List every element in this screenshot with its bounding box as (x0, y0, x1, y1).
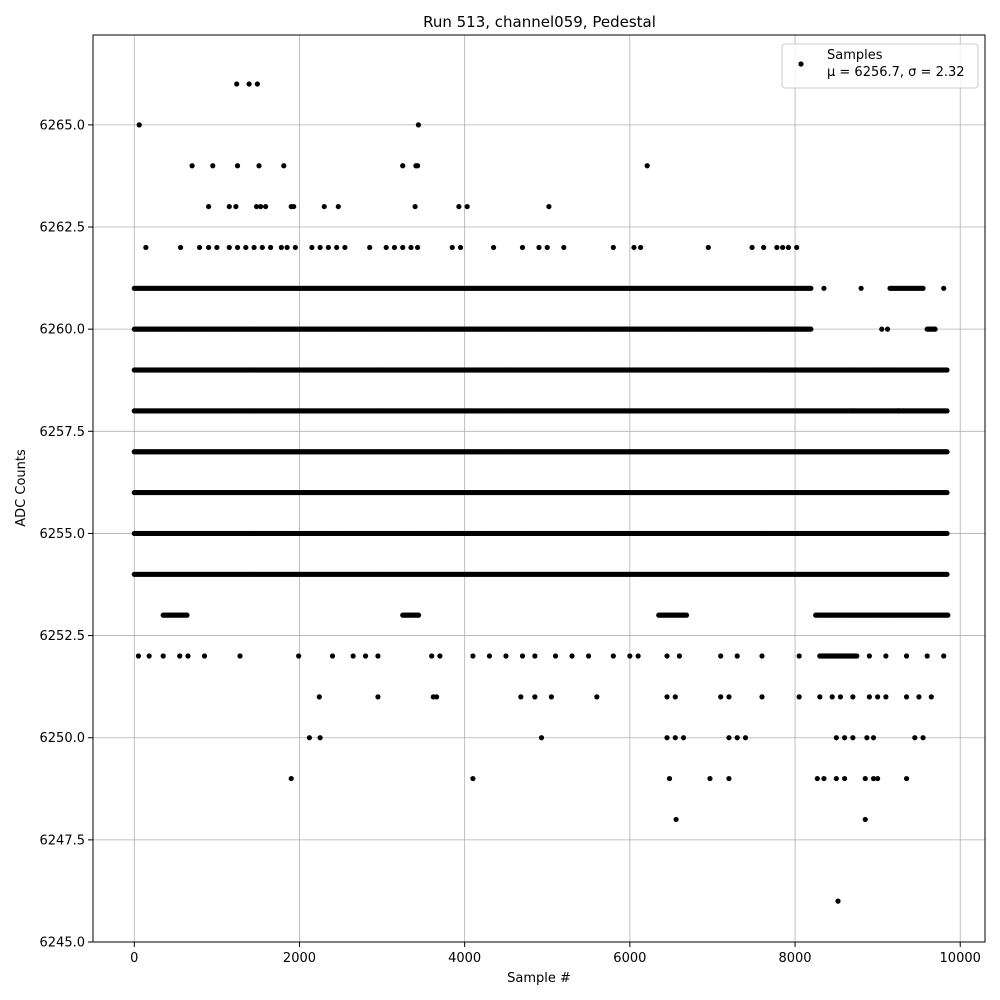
data-point (226, 244, 232, 251)
data-point (246, 81, 252, 87)
data-point (143, 244, 149, 251)
data-point (415, 122, 422, 128)
data-point (683, 612, 690, 618)
data-point (291, 203, 297, 210)
data-point (267, 244, 274, 251)
data-point (184, 612, 190, 618)
data-point (546, 203, 552, 210)
data-point (210, 163, 216, 169)
data-point (253, 203, 260, 210)
data-point (136, 122, 142, 128)
data-point (944, 367, 950, 373)
data-point (226, 203, 232, 210)
data-point (256, 163, 262, 169)
chart-title: Run 513, channel059, Pedestal (423, 13, 656, 31)
data-point (920, 285, 926, 291)
data-point (278, 244, 284, 251)
data-point (214, 244, 220, 251)
data-point (263, 203, 269, 210)
data-point (944, 408, 950, 414)
data-point (233, 203, 239, 210)
data-point (400, 163, 406, 169)
data-point (206, 244, 212, 251)
data-point (944, 489, 950, 496)
data-point (415, 612, 422, 618)
data-point (808, 285, 814, 291)
data-point (284, 244, 290, 251)
data-point (206, 203, 212, 210)
data-point (808, 326, 814, 332)
data-point (258, 203, 264, 210)
data-points (131, 81, 951, 904)
data-point (944, 571, 950, 577)
data-point (944, 530, 950, 537)
data-point (945, 612, 951, 618)
data-point (234, 244, 241, 251)
data-point (189, 163, 195, 169)
data-point (414, 163, 421, 169)
data-point (254, 81, 260, 87)
data-point (932, 326, 938, 332)
data-point (854, 653, 860, 659)
data-point (464, 203, 470, 210)
data-point (412, 203, 418, 210)
data-point (251, 244, 257, 251)
data-point (335, 203, 341, 210)
data-point (281, 163, 287, 169)
data-point (234, 163, 241, 169)
data-point (196, 244, 203, 251)
data-point (259, 244, 265, 251)
data-point (321, 203, 327, 210)
data-point (243, 244, 249, 251)
data-point (644, 163, 650, 169)
data-point (456, 203, 462, 210)
data-point (177, 244, 184, 251)
data-point (944, 449, 950, 455)
data-point (234, 81, 240, 87)
